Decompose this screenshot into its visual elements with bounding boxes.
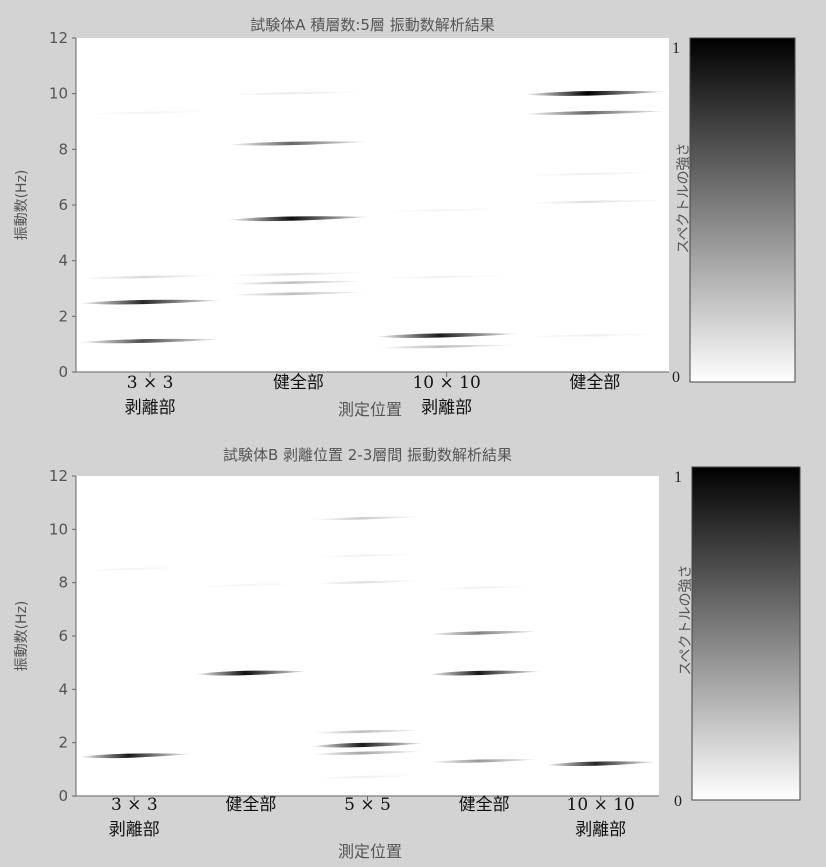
colorbar-max-label: 1 <box>674 469 682 486</box>
y-tick-label: 8 <box>58 574 68 592</box>
x-axis-title: 測定位置 <box>338 842 402 861</box>
spectral-peak <box>428 759 541 763</box>
spectral-peak <box>194 583 307 587</box>
spectral-peak <box>428 670 541 676</box>
x-category-sublabel: 剥離部 <box>125 398 176 418</box>
spectral-peak <box>428 585 541 590</box>
x-category-label: 健全部 <box>225 795 276 815</box>
chart-title: 試験体A 積層数:5層 振動数解析結果 <box>250 16 494 34</box>
spectral-peak <box>311 751 424 755</box>
spectral-peak <box>523 172 667 176</box>
spectral-peak <box>227 141 370 146</box>
spectral-peak <box>544 761 657 767</box>
x-category-label: 3 × 3 <box>111 795 158 815</box>
y-tick-label: 10 <box>49 85 68 103</box>
y-axis-title: 振動数(Hz) <box>14 170 30 241</box>
x-category-label: 健全部 <box>459 795 510 815</box>
y-tick-label: 12 <box>49 467 68 485</box>
x-category-label: 健全部 <box>273 373 324 393</box>
colorbar <box>691 466 801 801</box>
colorbar-min-label: 0 <box>674 793 682 810</box>
plot-area <box>76 38 669 372</box>
y-tick-label: 12 <box>49 29 68 47</box>
spectral-peak <box>227 291 370 296</box>
spectral-peak <box>311 729 424 734</box>
x-category-label: 3 × 3 <box>127 373 174 393</box>
spectral-peak <box>311 775 424 779</box>
spectral-peak <box>311 553 424 558</box>
x-category-sublabel: 剥離部 <box>421 398 472 418</box>
spectral-peak <box>523 90 667 96</box>
spectral-peak <box>375 344 518 349</box>
spectral-peak <box>78 338 222 344</box>
spectral-peak <box>311 580 424 584</box>
y-axis-title: 振動数(Hz) <box>14 601 30 672</box>
y-tick-label: 4 <box>58 680 68 698</box>
y-tick-label: 0 <box>58 787 68 805</box>
colorbar-max-label: 1 <box>672 40 680 57</box>
y-tick-label: 2 <box>58 734 68 752</box>
spectral-peak <box>311 516 424 521</box>
y-tick-label: 6 <box>58 196 68 214</box>
y-tick-label: 8 <box>58 140 68 158</box>
x-category-sublabel: 剥離部 <box>575 820 626 840</box>
x-category-label: 10 × 10 <box>412 373 480 393</box>
colorbar <box>689 37 796 383</box>
spectral-peak <box>227 272 370 276</box>
spectral-peak <box>375 333 518 338</box>
plot-area <box>76 476 659 796</box>
x-axis-title: 測定位置 <box>338 400 402 419</box>
spectral-peak <box>311 742 424 748</box>
spectral-peak <box>78 753 191 759</box>
spectral-peak <box>78 111 222 115</box>
spectral-peak <box>194 670 307 676</box>
x-category-label: 健全部 <box>569 373 620 393</box>
spectral-peak <box>227 216 370 222</box>
x-category-label: 5 × 5 <box>344 795 391 815</box>
y-tick-label: 4 <box>58 252 68 270</box>
y-tick-label: 0 <box>58 363 68 381</box>
spectral-peak <box>375 208 518 212</box>
spectral-peak <box>375 275 518 279</box>
colorbar-title: スペクトルの強さ <box>676 142 692 253</box>
chart-title: 試験体B 剥離位置 2-3層間 振動数解析結果 <box>223 446 512 464</box>
x-category-sublabel: 剥離部 <box>109 820 160 840</box>
spectral-peak <box>78 299 222 305</box>
spectral-peak <box>523 110 667 115</box>
y-tick-label: 2 <box>58 307 68 325</box>
spectral-peak <box>78 275 222 279</box>
x-category-label: 10 × 10 <box>567 795 635 815</box>
colorbar-min-label: 0 <box>672 369 680 386</box>
colorbar-title: スペクトルの強さ <box>678 564 694 675</box>
spectral-peak <box>523 333 667 338</box>
spectral-peak <box>78 567 191 571</box>
y-tick-label: 6 <box>58 627 68 645</box>
spectral-peak <box>227 91 370 95</box>
y-tick-label: 10 <box>49 520 68 538</box>
spectral-peak <box>227 280 370 285</box>
spectral-peak <box>523 200 667 204</box>
spectral-peak <box>428 631 541 636</box>
